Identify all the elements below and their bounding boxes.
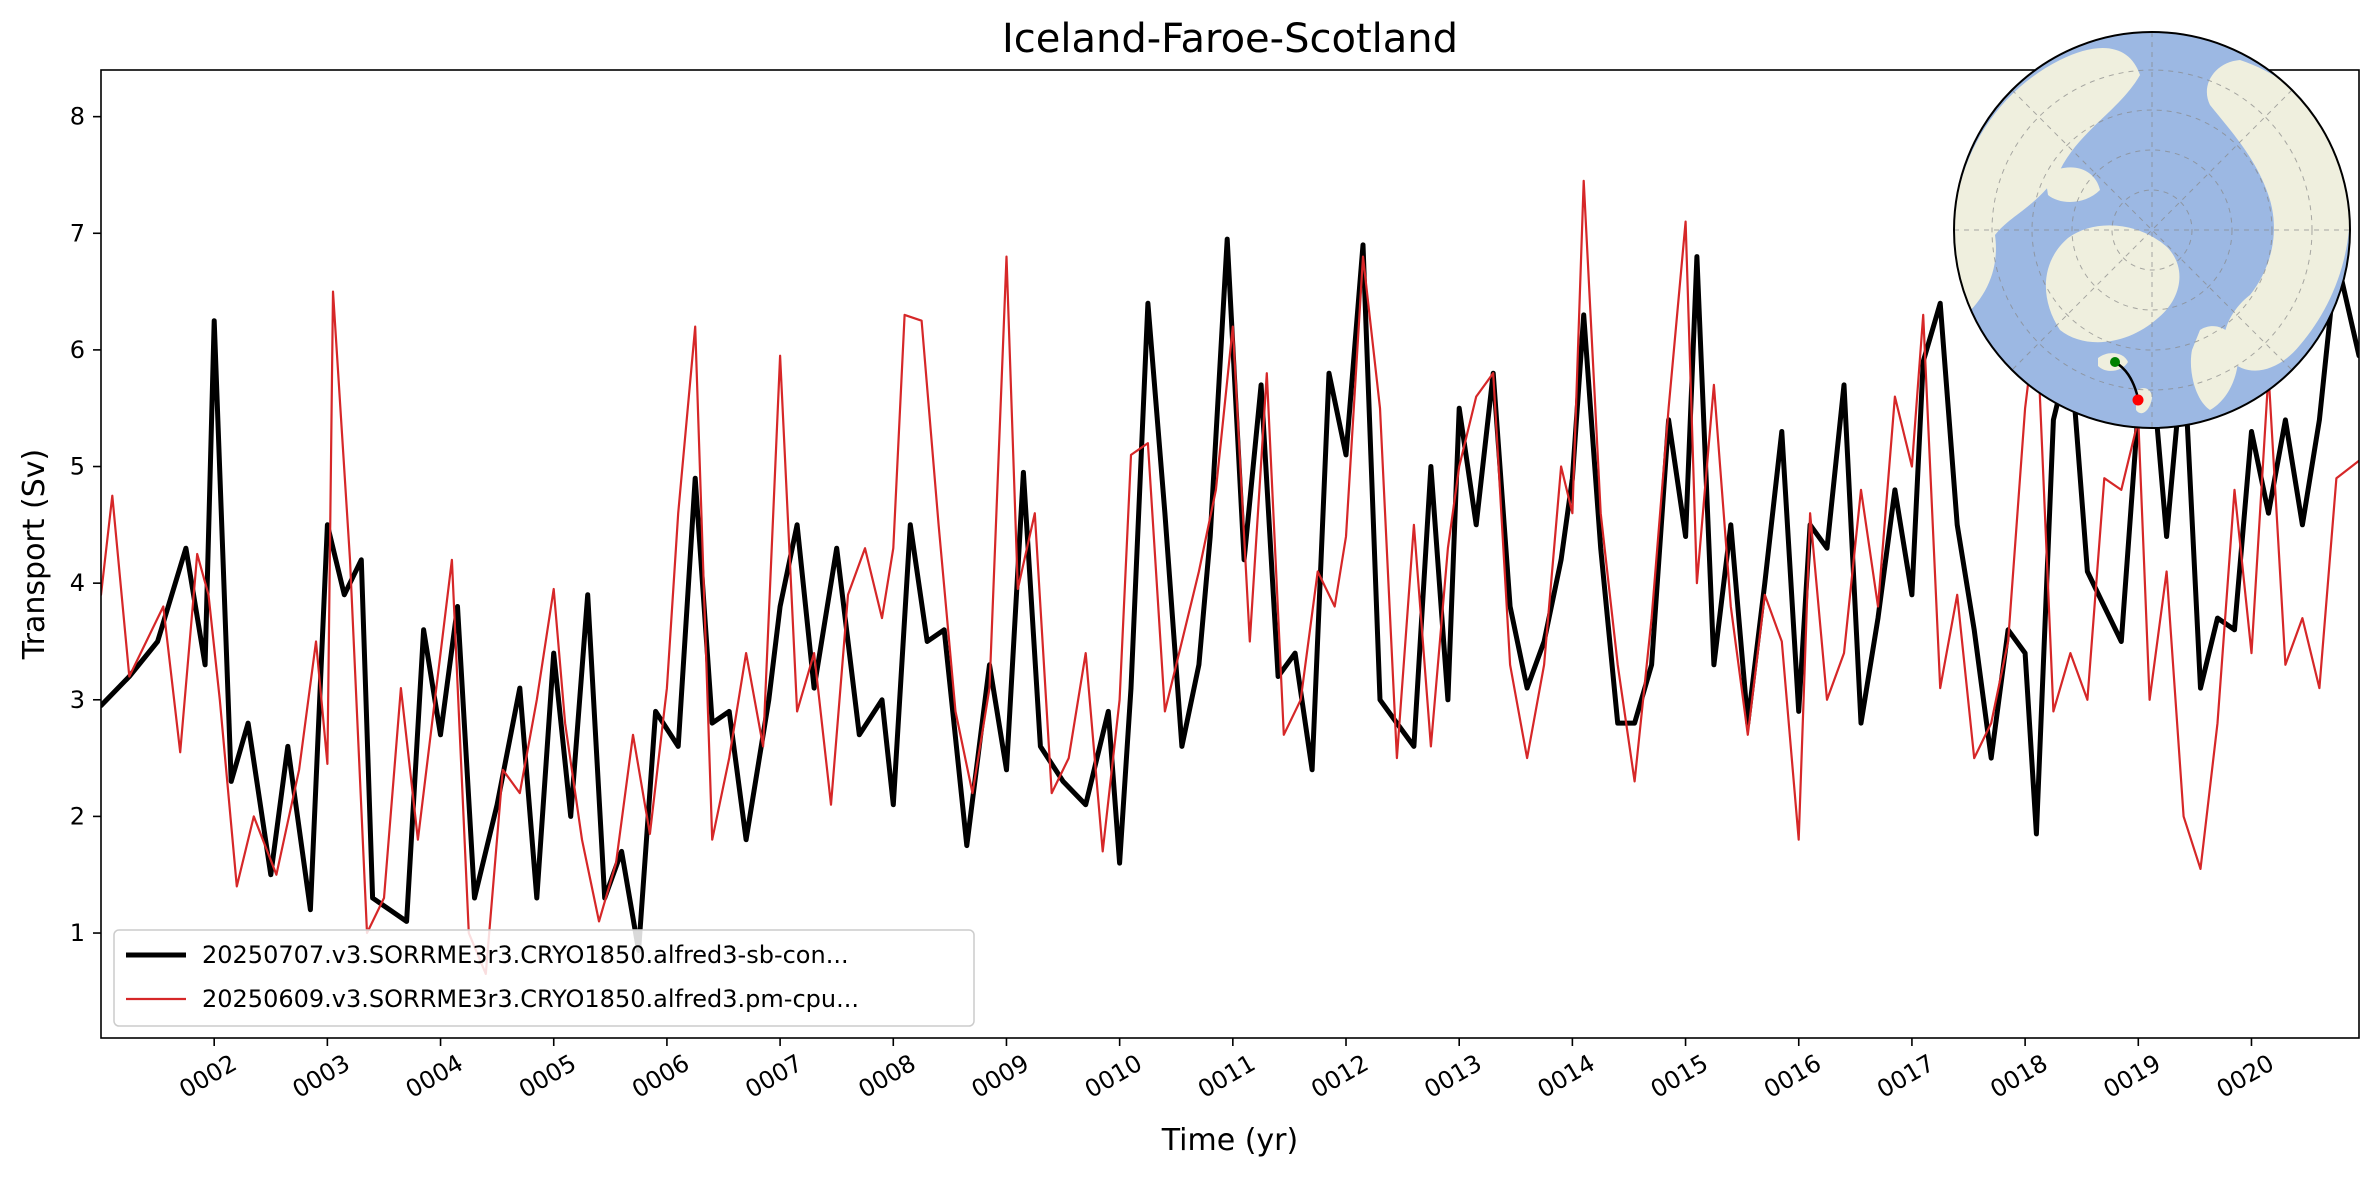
legend-box — [113, 929, 975, 1027]
greenland-landmass — [2045, 225, 2180, 343]
legend-label-series-2: 20250609.v3.SORRME3r3.CRYO1850.alfred3.p… — [202, 985, 859, 1013]
x-tick-label: 0005 — [514, 1049, 581, 1104]
x-tick-label: 0002 — [175, 1049, 242, 1104]
y-tick-label: 8 — [70, 103, 85, 131]
inset-globe-map — [1953, 31, 2351, 429]
globe-graticule — [1954, 32, 2350, 428]
x-tick-label: 0011 — [1193, 1049, 1260, 1104]
x-tick-label: 0007 — [740, 1049, 807, 1104]
x-axis: 0002 0003 0004 0005 0006 0007 0008 0009 0010 0011… — [175, 1038, 2279, 1104]
x-tick-label: 0013 — [1420, 1049, 1487, 1104]
x-tick-label: 0010 — [1080, 1049, 1147, 1104]
x-tick-label: 0020 — [2212, 1049, 2279, 1104]
y-tick-label: 2 — [70, 802, 85, 830]
x-tick-label: 0019 — [2099, 1049, 2166, 1104]
y-tick-label: 5 — [70, 453, 85, 481]
y-tick-label: 6 — [70, 336, 85, 364]
y-tick-label: 3 — [70, 686, 85, 714]
y-axis: 1 2 3 4 5 6 7 8 — [70, 103, 101, 947]
plot-frame — [100, 69, 2360, 1039]
x-tick-label: 0014 — [1533, 1049, 1600, 1104]
eurasia-landmass — [2206, 60, 2350, 371]
x-tick-label: 0015 — [1646, 1049, 1713, 1104]
y-axis-label: Transport (Sv) — [17, 449, 52, 661]
transect-start-marker — [2110, 357, 2120, 367]
x-axis-label: Time (yr) — [1161, 1123, 1298, 1158]
x-tick-label: 0009 — [967, 1049, 1034, 1104]
y-tick-label: 1 — [70, 919, 85, 947]
x-tick-label: 0006 — [627, 1049, 694, 1104]
x-tick-label: 0008 — [854, 1049, 921, 1104]
x-tick-label: 0017 — [1872, 1049, 1939, 1104]
uk-landmass — [2136, 388, 2152, 414]
x-tick-label: 0003 — [288, 1049, 355, 1104]
canadian-islands — [2000, 146, 2100, 202]
x-tick-label: 0004 — [401, 1049, 468, 1104]
y-tick-label: 4 — [70, 569, 85, 597]
scandinavia-landmass — [2190, 326, 2239, 410]
transect-end-marker — [2132, 394, 2144, 406]
chart-title: Iceland-Faroe-Scotland — [1002, 16, 1458, 62]
x-tick-label: 0012 — [1306, 1049, 1373, 1104]
x-tick-label: 0018 — [1985, 1049, 2052, 1104]
x-tick-label: 0016 — [1759, 1049, 1826, 1104]
legend-label-series-1: 20250707.v3.SORRME3r3.CRYO1850.alfred3-s… — [202, 941, 849, 969]
y-tick-label: 7 — [70, 219, 85, 247]
legend: 20250707.v3.SORRME3r3.CRYO1850.alfred3-s… — [113, 929, 975, 1027]
north-america-landmass — [1954, 48, 2140, 320]
globe-outline — [1953, 31, 2351, 429]
series-line-1 — [101, 236, 2359, 953]
